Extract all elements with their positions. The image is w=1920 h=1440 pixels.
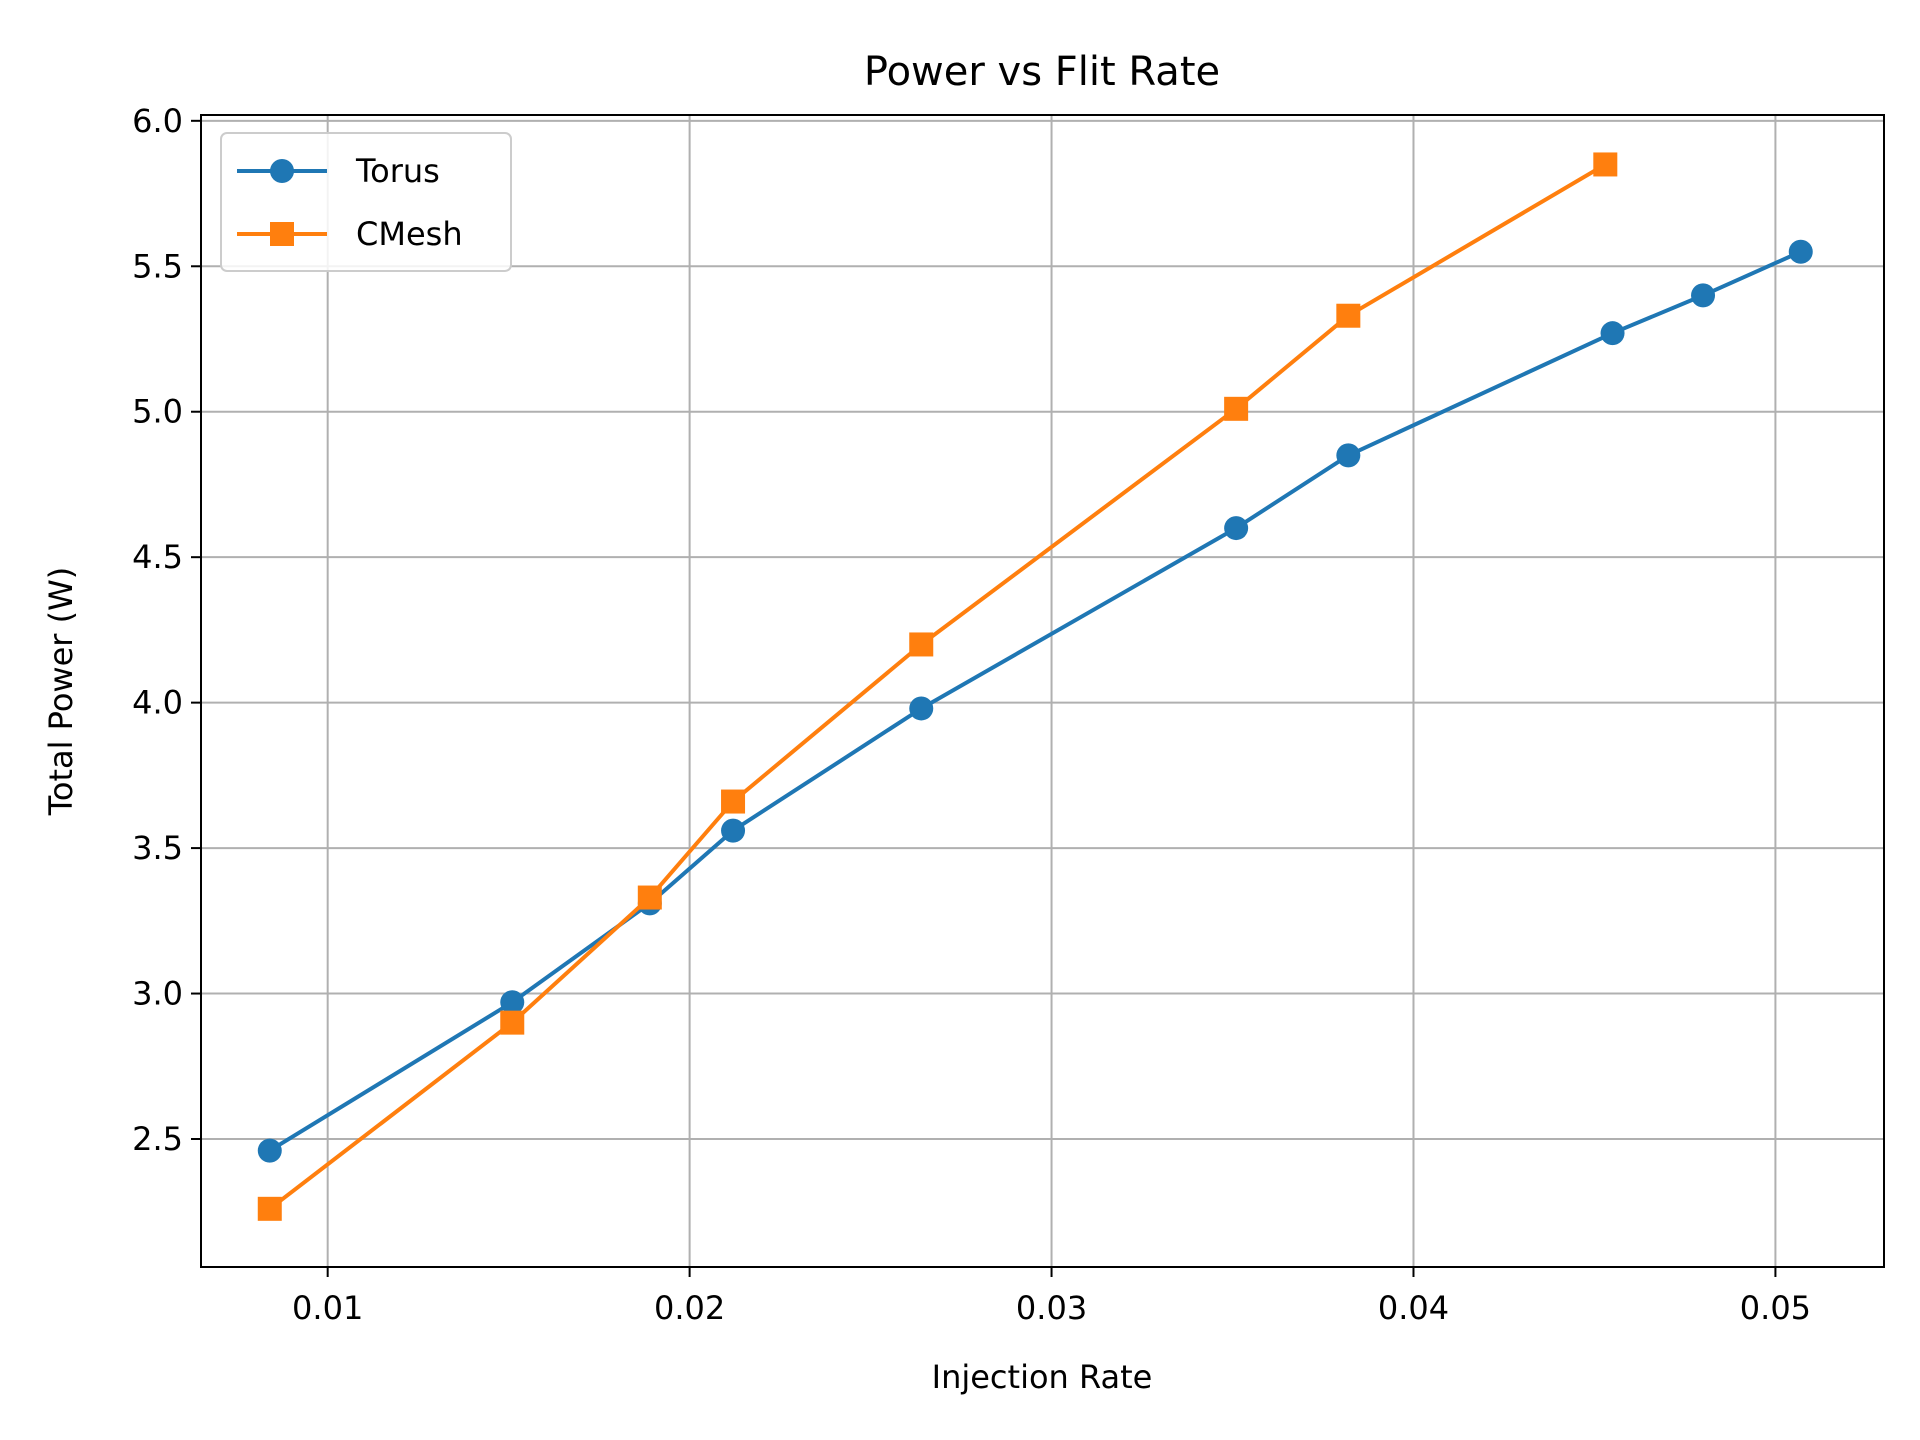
x-tick-label: 0.02 [654,1289,725,1327]
torus-point [909,696,934,721]
cmesh-point [909,632,934,657]
torus-point [1336,443,1361,468]
y-tick-label: 4.5 [132,538,183,576]
cmesh-point [1224,396,1249,421]
legend-cmesh-label: CMesh [356,215,463,253]
x-tick-label: 0.05 [1740,1289,1811,1327]
legend: Torus CMesh [220,132,512,272]
torus-point [1600,321,1625,346]
x-tick-label: 0.03 [1016,1289,1087,1327]
x-axis: 0.01 0.02 0.03 0.04 0.05 [292,1267,1811,1327]
y-tick-label: 2.5 [132,1120,183,1158]
legend-cmesh-marker [270,222,294,246]
x-tick-label: 0.04 [1378,1289,1449,1327]
y-axis-label: Total Power (W) [42,567,80,816]
legend-torus-marker [270,159,294,183]
torus-point [1788,239,1813,264]
grid-lines [201,115,1884,1267]
y-tick-label: 3.5 [132,829,183,867]
cmesh-line [268,162,1607,1211]
y-tick-label: 6.0 [132,102,183,140]
y-tick-label: 3.0 [132,975,183,1013]
cmesh-point [1336,303,1361,328]
torus-point [1224,516,1249,541]
y-tick-label: 5.5 [132,247,183,285]
torus-point [721,818,746,843]
torus-point [257,1138,282,1163]
chart-title: Power vs Flit Rate [864,49,1220,95]
cmesh-point [721,789,746,814]
series-cmesh [257,152,1618,1221]
plot-frame [200,114,1885,1268]
cmesh-point [500,1010,525,1035]
legend-torus-label: Torus [355,152,440,190]
torus-point [1691,283,1716,308]
cmesh-point [1593,152,1618,177]
torus-point [500,990,525,1015]
torus-line [268,249,1802,1153]
series-layer [257,152,1813,1221]
x-axis-label: Injection Rate [932,1358,1153,1396]
cmesh-point [257,1196,282,1221]
cmesh-point [637,885,662,910]
y-tick-label: 5.0 [132,393,183,431]
y-tick-label: 4.0 [132,684,183,722]
y-axis: 2.5 3.0 3.5 4.0 4.5 5.0 5.5 6.0 [132,102,201,1158]
x-tick-label: 0.01 [292,1289,363,1327]
